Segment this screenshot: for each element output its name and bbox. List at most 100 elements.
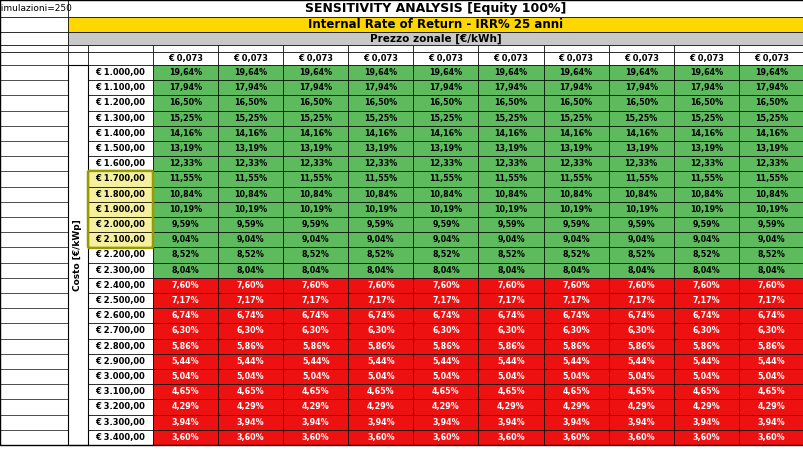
Bar (348, 248, 413, 263)
Bar (543, 45, 608, 52)
Bar (68, 263, 88, 278)
Bar (0, 32, 68, 45)
Bar (608, 96, 673, 111)
Text: € 3.000,00: € 3.000,00 (96, 372, 145, 381)
Bar (413, 172, 478, 187)
Bar (283, 141, 348, 156)
Bar (0, 293, 68, 308)
Bar (738, 324, 803, 339)
Bar (218, 232, 283, 248)
Bar (673, 263, 738, 278)
Bar (68, 248, 88, 263)
Text: 11,55%: 11,55% (559, 175, 592, 183)
Text: 5,86%: 5,86% (496, 342, 524, 351)
Text: 10,84%: 10,84% (754, 190, 787, 199)
Text: Internal Rate of Return - IRR% 25 anni: Internal Rate of Return - IRR% 25 anni (308, 18, 563, 31)
Bar (153, 399, 218, 415)
Text: 19,64%: 19,64% (429, 68, 462, 77)
Bar (608, 232, 673, 248)
Bar (413, 45, 478, 52)
Bar (478, 80, 543, 96)
Bar (673, 430, 738, 445)
Text: 17,94%: 17,94% (559, 83, 592, 92)
Bar (283, 324, 348, 339)
Bar (413, 293, 478, 308)
Bar (153, 52, 218, 65)
Bar (738, 354, 803, 369)
Text: 9,04%: 9,04% (172, 235, 199, 244)
Bar (68, 65, 88, 80)
Bar (478, 308, 543, 324)
Text: 5,44%: 5,44% (626, 357, 654, 366)
Text: 4,65%: 4,65% (496, 387, 524, 396)
Text: 5,44%: 5,44% (561, 357, 589, 366)
Bar (68, 293, 88, 308)
Text: 6,30%: 6,30% (691, 327, 719, 335)
Bar (218, 172, 283, 187)
Bar (413, 217, 478, 232)
Text: 3,94%: 3,94% (172, 418, 199, 427)
Text: € 3.100,00: € 3.100,00 (96, 387, 145, 396)
Bar (153, 172, 218, 187)
Bar (673, 141, 738, 156)
Text: 7,17%: 7,17% (367, 296, 394, 305)
Text: 8,52%: 8,52% (626, 251, 654, 259)
Text: 12,33%: 12,33% (234, 159, 267, 168)
Text: 13,19%: 13,19% (169, 144, 202, 153)
Text: 3,94%: 3,94% (756, 418, 785, 427)
Bar (0, 111, 68, 126)
Bar (153, 80, 218, 96)
Bar (348, 278, 413, 293)
Bar (88, 263, 153, 278)
Text: 4,29%: 4,29% (431, 403, 459, 411)
Text: 15,25%: 15,25% (169, 114, 202, 123)
Text: 16,50%: 16,50% (234, 98, 267, 107)
Text: 14,16%: 14,16% (429, 129, 462, 138)
Bar (543, 141, 608, 156)
Text: € 1.000,00: € 1.000,00 (96, 68, 145, 77)
Bar (608, 65, 673, 80)
Text: 19,64%: 19,64% (559, 68, 592, 77)
Text: € 1.300,00: € 1.300,00 (96, 114, 145, 123)
Bar (218, 126, 283, 141)
Text: 10,19%: 10,19% (624, 205, 657, 214)
Bar (608, 354, 673, 369)
Text: 4,65%: 4,65% (172, 387, 199, 396)
Text: 4,29%: 4,29% (756, 403, 785, 411)
Bar (413, 339, 478, 354)
Bar (738, 384, 803, 399)
Text: 10,19%: 10,19% (234, 205, 267, 214)
Bar (543, 65, 608, 80)
Text: 5,04%: 5,04% (302, 372, 329, 381)
Text: 17,94%: 17,94% (429, 83, 462, 92)
Bar (673, 52, 738, 65)
Bar (68, 308, 88, 324)
Bar (0, 384, 68, 399)
Bar (68, 156, 88, 172)
Text: 16,50%: 16,50% (559, 98, 592, 107)
Bar (608, 52, 673, 65)
Bar (0, 156, 68, 172)
Text: € 0,073: € 0,073 (558, 54, 593, 63)
Bar (88, 430, 153, 445)
Text: 15,25%: 15,25% (689, 114, 722, 123)
Bar (543, 172, 608, 187)
Bar (68, 17, 803, 32)
Text: 9,04%: 9,04% (756, 235, 785, 244)
Text: 7,60%: 7,60% (626, 281, 654, 290)
Bar (0, 354, 68, 369)
Text: 13,19%: 13,19% (754, 144, 787, 153)
Text: 5,04%: 5,04% (172, 372, 199, 381)
Bar (153, 187, 218, 202)
Bar (88, 308, 153, 324)
Text: 3,94%: 3,94% (691, 418, 719, 427)
Bar (478, 339, 543, 354)
Bar (283, 111, 348, 126)
Bar (218, 278, 283, 293)
Text: € 1.800,00: € 1.800,00 (96, 190, 145, 199)
Bar (348, 384, 413, 399)
Bar (68, 232, 88, 248)
Bar (0, 415, 68, 430)
Bar (608, 263, 673, 278)
Bar (153, 96, 218, 111)
